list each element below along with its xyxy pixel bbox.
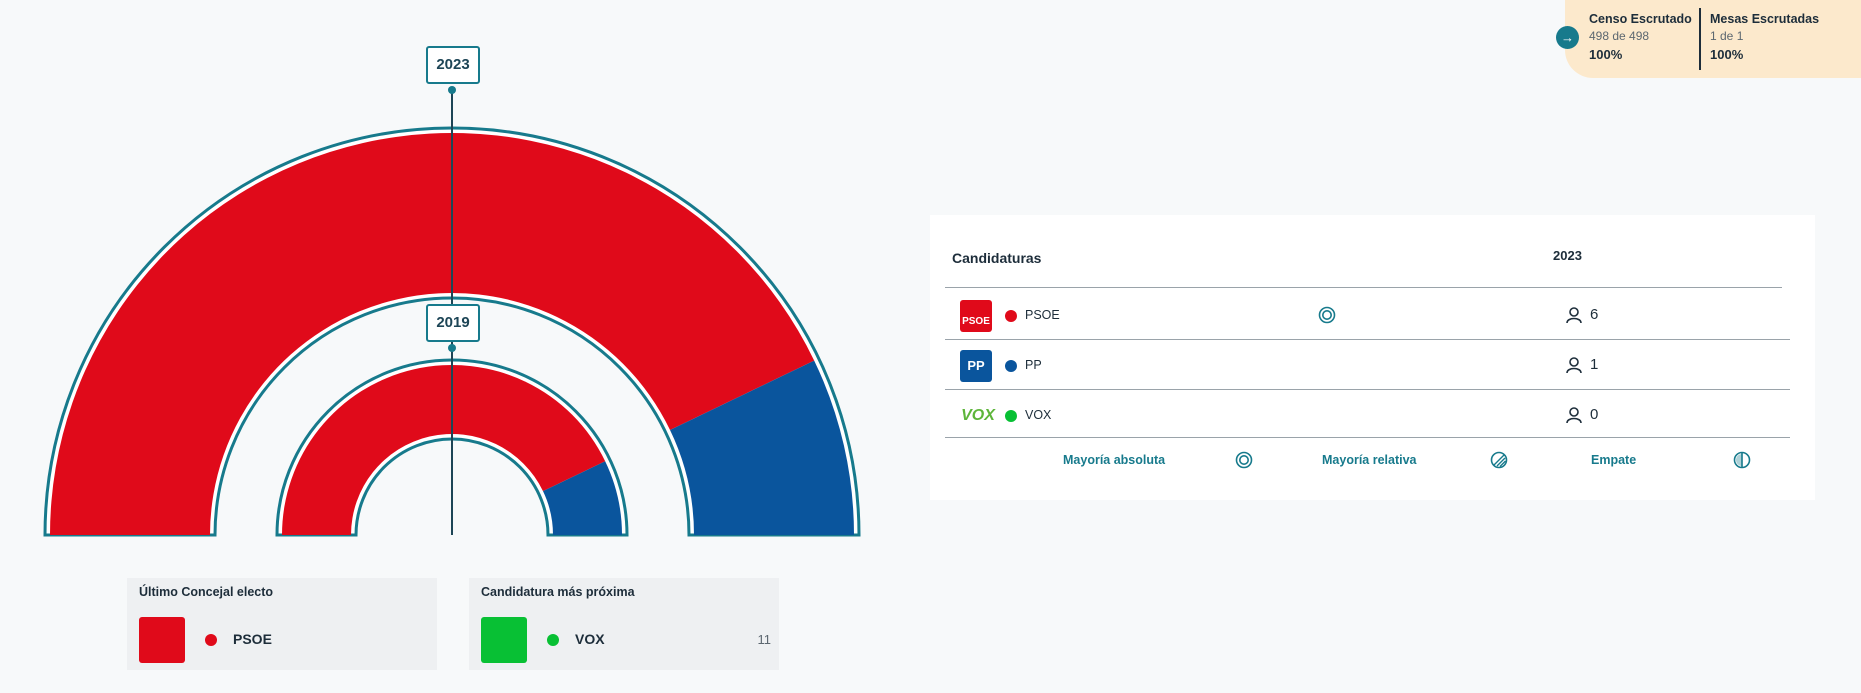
last-elected-dot: [205, 634, 217, 646]
seat-count: 0: [1590, 406, 1599, 423]
year-label-outer: 2023: [426, 46, 480, 84]
indicator-pin-0: [448, 86, 456, 94]
censo-count: 498 de 498: [1589, 29, 1650, 43]
censo-title: Censo Escrutado: [1589, 12, 1692, 26]
candidates-panel: Candidaturas 2023 PSOE PSOE 6 PP PP 1 VOX VOX 0 …: [930, 215, 1815, 500]
party-dot: [1005, 410, 1017, 422]
arrow-right-icon[interactable]: →: [1556, 26, 1579, 49]
seat-arc-2023-psoe: [50, 132, 815, 535]
mesas-count: 1 de 1: [1710, 29, 1744, 43]
party-name: PSOE: [1025, 308, 1060, 322]
scrutiny-divider: [1699, 8, 1701, 70]
party-dot: [1005, 310, 1017, 322]
seat-arc-2023-pp: [670, 360, 854, 535]
next-candidate-party: VOX: [575, 631, 605, 647]
row-divider: [945, 389, 1790, 390]
party-name: PP: [1025, 358, 1042, 372]
hemicycle-chart: [43, 86, 861, 537]
scrutiny-banner: → Censo Escrutado 498 de 498 100% Mesas …: [1556, 0, 1861, 78]
header-candidaturas: Candidaturas: [952, 250, 1042, 266]
table-row[interactable]: VOX VOX 0: [945, 390, 1795, 440]
party-logo-pp: PP: [960, 350, 992, 382]
absolute-majority-icon: [1235, 451, 1253, 469]
tie-icon: [1733, 451, 1751, 469]
last-elected-title: Último Concejal electo: [139, 585, 274, 599]
legend-absolute-majority: Mayoría absoluta: [1063, 453, 1166, 467]
table-row[interactable]: PP PP 1: [945, 340, 1795, 390]
next-candidate-dot: [547, 634, 559, 646]
absolute-majority-icon: [1318, 306, 1336, 324]
year-label-inner: 2019: [426, 304, 480, 342]
indicator-pin-1: [448, 344, 456, 352]
last-elected-color-swatch: [139, 617, 185, 663]
last-elected-party: PSOE: [233, 631, 272, 647]
person-icon: [1566, 407, 1582, 424]
next-candidate-votes: 11: [757, 632, 772, 647]
person-icon: [1566, 307, 1582, 324]
legend-divider: [945, 437, 1790, 438]
last-elected-box: Último Concejal electo PSOE: [127, 578, 437, 670]
seat-count: 6: [1590, 306, 1599, 323]
mesas-escrutadas: Mesas Escrutadas 1 de 1 100%: [1710, 12, 1819, 62]
next-candidate-box: Candidatura más próxima VOX 11: [469, 578, 779, 670]
party-logo-vox: VOX: [961, 407, 995, 424]
row-divider: [945, 339, 1790, 340]
mesas-title: Mesas Escrutadas: [1710, 12, 1820, 26]
next-candidate-title: Candidatura más próxima: [481, 585, 635, 599]
legend-tie: Empate: [1591, 453, 1637, 467]
header-divider: [945, 287, 1782, 288]
party-name: VOX: [1025, 408, 1052, 422]
relative-majority-icon: [1490, 451, 1508, 469]
next-candidate-color-swatch: [481, 617, 527, 663]
table-row[interactable]: PSOE PSOE 6: [945, 290, 1795, 340]
censo-escrutado: Censo Escrutado 498 de 498 100%: [1589, 12, 1692, 62]
party-logo-psoe: PSOE: [960, 300, 992, 332]
seat-count: 1: [1590, 356, 1599, 373]
party-dot: [1005, 360, 1017, 372]
censo-pct: 100%: [1589, 47, 1623, 62]
seat-arc-2019-pp: [542, 461, 622, 535]
mesas-pct: 100%: [1710, 47, 1744, 62]
legend-relative-majority: Mayoría relativa: [1322, 453, 1417, 467]
person-icon: [1566, 357, 1582, 374]
seat-arc-2019-psoe: [282, 365, 606, 535]
header-year: 2023: [1553, 248, 1582, 263]
